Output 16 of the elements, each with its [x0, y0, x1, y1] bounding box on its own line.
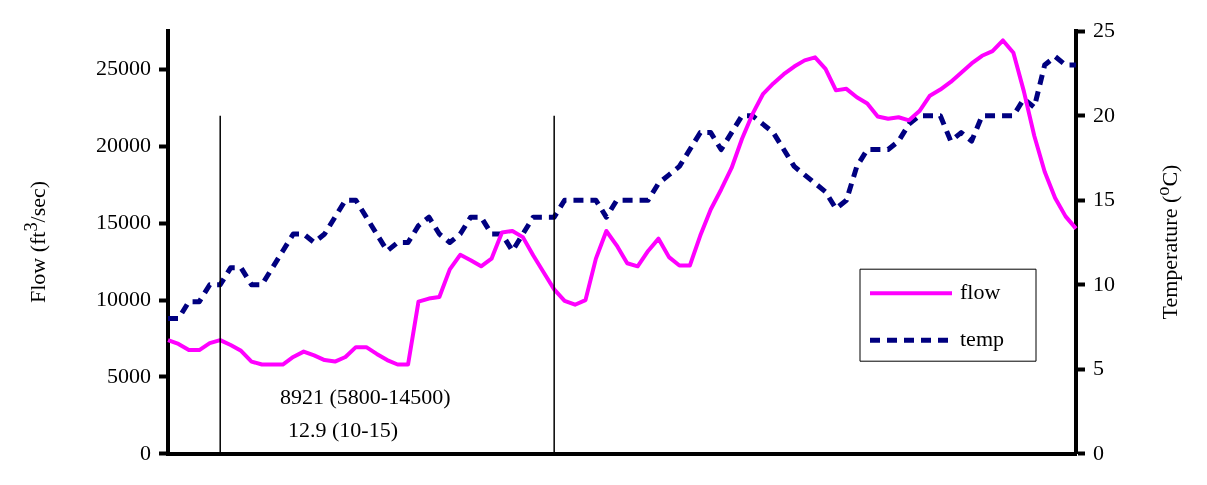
y2-tick-label: 20 [1093, 101, 1115, 127]
y-tick-label: 20000 [96, 132, 151, 158]
y2-tick-label: 0 [1093, 439, 1104, 465]
y-tick-label: 5000 [107, 362, 151, 388]
annotation: 8921 (5800-14500) [280, 383, 451, 409]
y2-tick-label: 5 [1093, 355, 1104, 381]
y2-tick-label: 15 [1093, 186, 1115, 212]
annotation: 12.9 (10-15) [288, 416, 398, 442]
legend-label: flow [960, 278, 1001, 304]
legend-label: temp [960, 325, 1004, 351]
y-tick-label: 10000 [96, 285, 151, 311]
y-tick-label: 25000 [96, 55, 151, 81]
y2-tick-label: 10 [1093, 270, 1115, 296]
y2-tick-label: 25 [1093, 16, 1115, 42]
y-tick-label: 15000 [96, 209, 151, 235]
y-tick-label: 0 [140, 439, 151, 465]
